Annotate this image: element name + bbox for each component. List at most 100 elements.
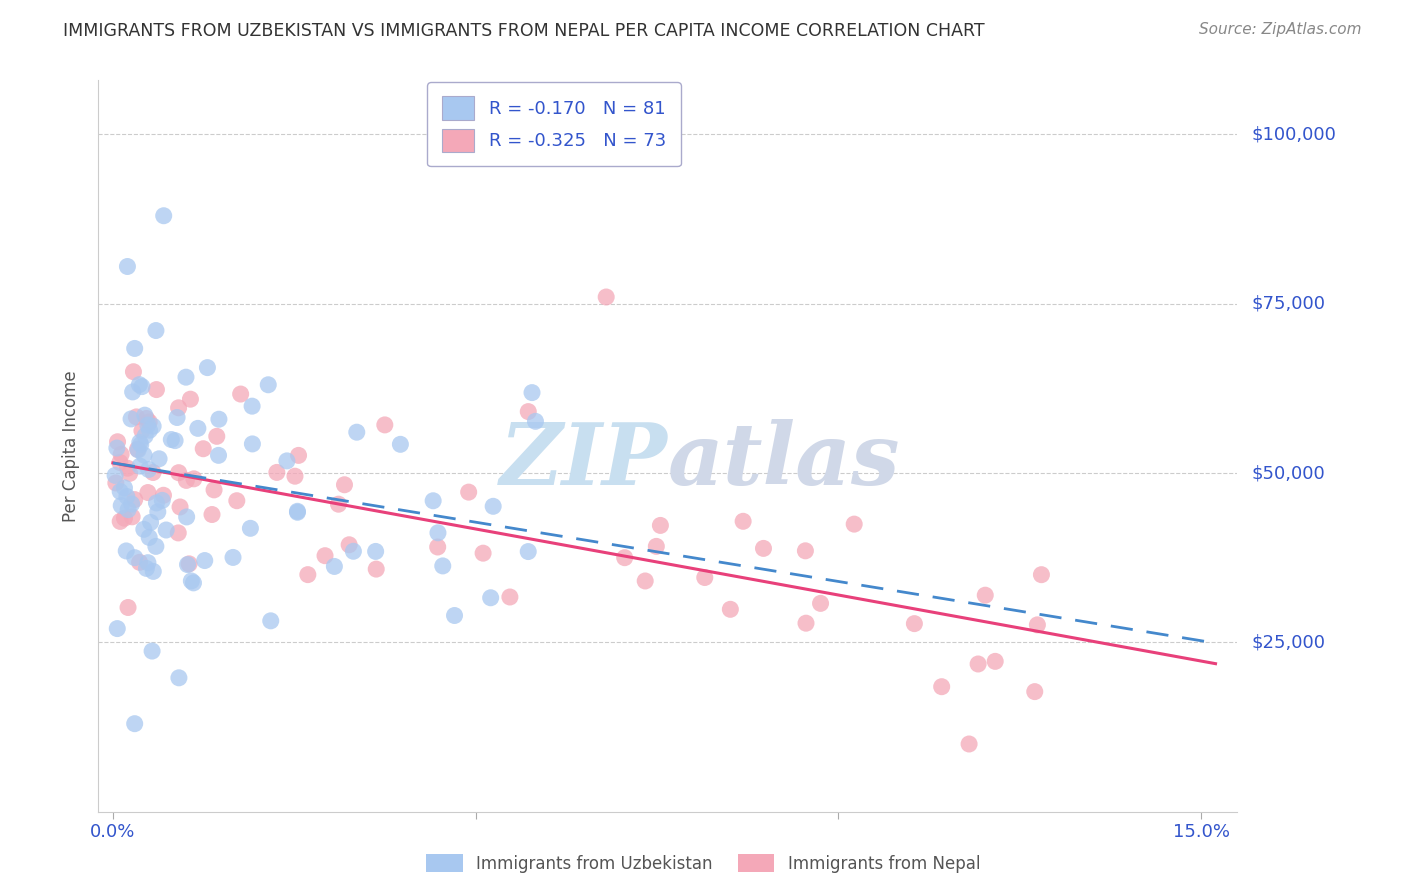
Point xyxy=(108,484,131,499)
Point xyxy=(202,483,225,497)
Point xyxy=(145,383,167,397)
Point xyxy=(276,454,298,468)
Point xyxy=(131,424,153,438)
Point xyxy=(242,437,264,451)
Point xyxy=(810,596,832,610)
Point xyxy=(794,544,817,558)
Point xyxy=(201,508,224,522)
Point xyxy=(284,469,307,483)
Point xyxy=(257,377,280,392)
Point xyxy=(432,558,454,573)
Point xyxy=(129,459,152,474)
Point xyxy=(117,600,139,615)
Text: $75,000: $75,000 xyxy=(1251,294,1326,313)
Point xyxy=(422,493,444,508)
Point xyxy=(117,502,139,516)
Point xyxy=(134,408,156,422)
Point xyxy=(128,555,150,569)
Point xyxy=(110,499,132,513)
Legend: Immigrants from Uzbekistan, Immigrants from Nepal: Immigrants from Uzbekistan, Immigrants f… xyxy=(419,847,987,880)
Point xyxy=(138,415,160,429)
Point xyxy=(138,423,160,437)
Point xyxy=(482,500,505,514)
Point xyxy=(125,409,148,424)
Point xyxy=(142,565,165,579)
Point xyxy=(122,365,145,379)
Point xyxy=(225,493,247,508)
Point xyxy=(176,510,198,524)
Point xyxy=(183,575,205,590)
Point xyxy=(337,538,360,552)
Text: IMMIGRANTS FROM UZBEKISTAN VS IMMIGRANTS FROM NEPAL PER CAPITA INCOME CORRELATIO: IMMIGRANTS FROM UZBEKISTAN VS IMMIGRANTS… xyxy=(63,22,984,40)
Point xyxy=(124,342,146,356)
Point xyxy=(115,490,138,504)
Point xyxy=(287,504,309,518)
Point xyxy=(240,399,263,413)
Point xyxy=(517,544,540,558)
Point xyxy=(136,485,159,500)
Point xyxy=(520,385,543,400)
Point xyxy=(333,477,356,491)
Point xyxy=(239,521,262,535)
Point xyxy=(155,523,177,537)
Point xyxy=(323,559,346,574)
Point xyxy=(150,493,173,508)
Point xyxy=(160,433,183,447)
Point xyxy=(165,434,187,448)
Point xyxy=(138,530,160,544)
Point xyxy=(169,500,191,514)
Point xyxy=(167,671,190,685)
Point xyxy=(650,518,672,533)
Point xyxy=(266,466,288,480)
Point xyxy=(108,456,131,470)
Point xyxy=(121,384,143,399)
Point xyxy=(193,442,215,456)
Point xyxy=(121,509,143,524)
Point xyxy=(984,654,1007,668)
Point xyxy=(115,544,138,558)
Point xyxy=(479,591,502,605)
Point xyxy=(443,608,465,623)
Point xyxy=(794,616,817,631)
Point xyxy=(142,466,165,480)
Point xyxy=(499,590,522,604)
Point xyxy=(120,412,142,426)
Point xyxy=(457,485,479,500)
Point xyxy=(107,434,129,449)
Point xyxy=(645,540,668,554)
Point xyxy=(141,644,163,658)
Point xyxy=(903,616,925,631)
Point xyxy=(110,447,132,461)
Point xyxy=(1031,567,1053,582)
Point xyxy=(121,497,143,511)
Text: ZIP: ZIP xyxy=(501,419,668,502)
Point xyxy=(152,209,174,223)
Point xyxy=(132,448,155,462)
Point xyxy=(517,404,540,418)
Point xyxy=(229,387,252,401)
Point xyxy=(104,475,127,490)
Text: 0.0%: 0.0% xyxy=(90,822,135,841)
Point xyxy=(145,540,167,554)
Point xyxy=(693,570,716,584)
Point xyxy=(426,540,449,554)
Point xyxy=(342,544,364,558)
Point xyxy=(389,437,412,451)
Point xyxy=(129,437,152,451)
Y-axis label: Per Capita Income: Per Capita Income xyxy=(62,370,80,522)
Point xyxy=(176,558,198,572)
Point xyxy=(957,737,980,751)
Point xyxy=(104,468,127,483)
Point xyxy=(167,525,190,540)
Point xyxy=(132,522,155,536)
Point xyxy=(179,392,201,407)
Point xyxy=(346,425,368,440)
Point xyxy=(148,451,170,466)
Point xyxy=(1026,618,1049,632)
Point xyxy=(114,481,136,495)
Point xyxy=(105,441,128,455)
Point xyxy=(139,516,162,530)
Point xyxy=(146,505,169,519)
Text: $50,000: $50,000 xyxy=(1251,464,1324,482)
Point xyxy=(135,411,157,425)
